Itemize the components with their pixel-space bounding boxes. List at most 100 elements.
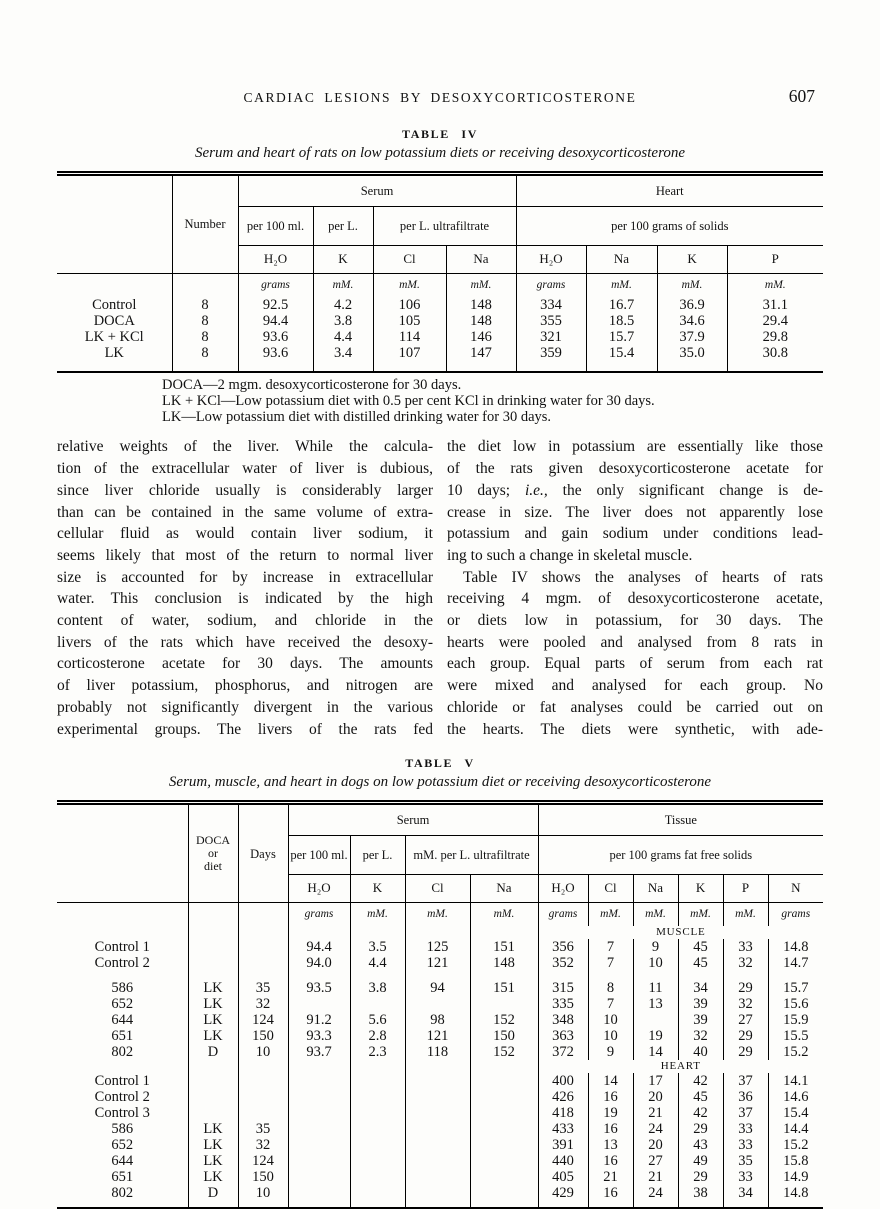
cell bbox=[404, 1105, 470, 1122]
spacer-row bbox=[57, 971, 824, 981]
cell bbox=[469, 1137, 539, 1154]
cell: 150 bbox=[469, 1028, 539, 1045]
table-row: DOCA 8 94.4 3.8 105 148 355 18.5 34.6 29.4 bbox=[57, 313, 824, 329]
cell: 3.4 bbox=[312, 345, 373, 372]
body-text-line: each group. Equal parts of serum from ea… bbox=[447, 655, 823, 673]
cell bbox=[349, 926, 405, 940]
cell: 125 bbox=[404, 939, 470, 956]
cell: 32 bbox=[237, 1137, 288, 1154]
cell: 16 bbox=[587, 1185, 634, 1209]
cell: 35 bbox=[722, 1153, 769, 1170]
cell: 34 bbox=[677, 980, 724, 997]
table5-fatfree-header: per 100 grams fat free solids bbox=[537, 835, 824, 876]
cell: 18.5 bbox=[585, 313, 658, 329]
cell: 19 bbox=[632, 1028, 679, 1045]
cell: 16 bbox=[587, 1153, 634, 1170]
table-row: 652 LK 32 335 7 13 39 32 15.6 bbox=[57, 996, 824, 1013]
cell: 148 bbox=[469, 955, 539, 972]
cell: 91.2 bbox=[287, 1012, 350, 1029]
cell: 334 bbox=[515, 297, 587, 313]
cell bbox=[469, 1060, 539, 1074]
cell: 405 bbox=[537, 1169, 589, 1186]
cell: 29 bbox=[722, 980, 769, 997]
cell: LK bbox=[187, 980, 238, 997]
cell bbox=[349, 1060, 405, 1074]
cell bbox=[57, 1060, 188, 1073]
cell: 10 bbox=[632, 955, 679, 972]
table5-per100ml-header: per 100 ml. bbox=[287, 835, 350, 876]
table-row: 802 D 10 429 16 24 38 34 14.8 bbox=[57, 1185, 824, 1209]
table-row: 644 LK 124 91.2 5.6 98 152 348 10 39 27 15.9 bbox=[57, 1012, 824, 1029]
cell: 147 bbox=[445, 345, 517, 372]
cell bbox=[287, 1073, 350, 1090]
cell: 15.7 bbox=[767, 980, 824, 997]
cell: 14.4 bbox=[767, 1121, 824, 1138]
cell: 21 bbox=[587, 1169, 634, 1186]
cell: 32 bbox=[237, 996, 288, 1013]
cell: 3.8 bbox=[312, 313, 373, 329]
cell: 7 bbox=[587, 939, 634, 956]
table-row: LK + KCl 8 93.6 4.4 114 146 321 15.7 37.9 29.8 bbox=[57, 329, 824, 345]
row-label: Control 3 bbox=[94, 1105, 150, 1122]
cell bbox=[404, 926, 470, 940]
cell: LK bbox=[187, 1169, 238, 1186]
body-text-line: chloride or fat analyses could be carrie… bbox=[447, 698, 823, 716]
row-label: LK bbox=[104, 345, 124, 361]
cell bbox=[287, 1105, 350, 1122]
cell bbox=[287, 1089, 350, 1106]
body-text-line: probably not significantly divergent in … bbox=[57, 698, 433, 716]
body-text: relative weights of the liver. While the… bbox=[57, 436, 823, 740]
cell: 321 bbox=[515, 329, 587, 345]
table4-col-h2o-heart: H₂O bbox=[515, 245, 587, 274]
cell: 21 bbox=[632, 1169, 679, 1186]
cell bbox=[287, 1153, 350, 1170]
body-text-line: the diet low in potassium are essentiall… bbox=[447, 438, 823, 456]
cell bbox=[404, 1169, 470, 1186]
cell: 146 bbox=[445, 329, 517, 345]
body-text-line: since liver chloride usually is consider… bbox=[57, 481, 433, 499]
cell: 16.7 bbox=[585, 297, 658, 313]
row-label: Control 2 bbox=[94, 1089, 150, 1106]
table4-col-k-heart: K bbox=[656, 245, 728, 274]
cell: LK bbox=[187, 1028, 238, 1045]
cell bbox=[469, 996, 539, 1013]
cell: 29 bbox=[722, 1028, 769, 1045]
table-row: 586 LK 35 433 16 24 29 33 14.4 bbox=[57, 1121, 824, 1138]
cell: 151 bbox=[469, 980, 539, 997]
cell bbox=[404, 1185, 470, 1209]
table4-col-cl-serum: Cl bbox=[372, 245, 446, 274]
cell bbox=[349, 1121, 405, 1138]
cell bbox=[349, 1169, 405, 1186]
cell: 93.5 bbox=[287, 980, 350, 997]
cell: 15.4 bbox=[585, 345, 658, 372]
cell: 21 bbox=[632, 1105, 679, 1122]
cell bbox=[404, 1121, 470, 1138]
cell bbox=[57, 971, 188, 980]
table4-footnotes: DOCA—2 mgm. desoxycorticosterone for 30 … bbox=[57, 377, 823, 425]
cell: 148 bbox=[445, 297, 517, 313]
cell bbox=[287, 926, 350, 940]
unit-cell: grams bbox=[515, 273, 587, 297]
cell: 33 bbox=[722, 1121, 769, 1138]
cell: 32 bbox=[722, 996, 769, 1013]
cell bbox=[469, 1121, 539, 1138]
cell: 43 bbox=[677, 1137, 724, 1154]
cell bbox=[349, 971, 405, 981]
cell: LK bbox=[187, 1012, 238, 1029]
unit-cell: mM. bbox=[349, 902, 405, 927]
table5-col-p-tissue: P bbox=[722, 874, 769, 904]
cell bbox=[404, 1153, 470, 1170]
body-text-line: size is accounted for by increase in ext… bbox=[57, 568, 433, 586]
cell bbox=[469, 1089, 539, 1106]
table4-col-na-serum: Na bbox=[445, 245, 517, 274]
cell: 14 bbox=[632, 1044, 679, 1061]
cell: 24 bbox=[632, 1185, 679, 1209]
table5-col-na-tissue: Na bbox=[632, 874, 679, 904]
cell: 29 bbox=[677, 1121, 724, 1138]
cell: 35.0 bbox=[656, 345, 728, 372]
body-text-line: livers of the rats which have received t… bbox=[57, 633, 433, 651]
cell bbox=[632, 1012, 679, 1029]
cell: 42 bbox=[677, 1105, 724, 1122]
body-text-line: ing to such a change in skeletal muscle. bbox=[447, 546, 693, 564]
